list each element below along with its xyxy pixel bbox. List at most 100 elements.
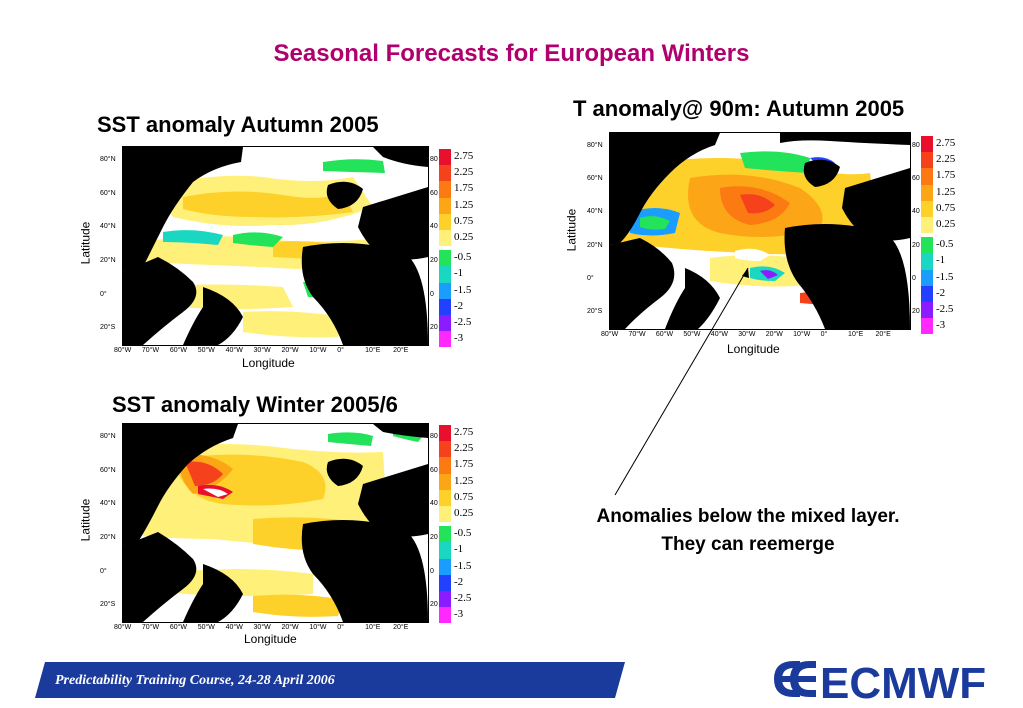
colorbar-label: -2: [454, 299, 464, 312]
lon-tick-label: 10°E: [365, 624, 381, 631]
colorbar-swatch: [921, 269, 933, 286]
colorbar-label: -1.5: [454, 283, 472, 296]
lon-tick-label: 50°W: [197, 624, 215, 631]
lat-tick-label-right: 20: [430, 256, 438, 264]
slide-title: Seasonal Forecasts for European Winters: [273, 40, 750, 67]
lat-tick-label: 20°S: [100, 324, 116, 332]
colorbar-swatch: [921, 168, 933, 185]
lon-tick-label: 20°E: [875, 331, 891, 338]
lat-tick-label: 60°N: [587, 175, 603, 183]
colorbar-label: -2.5: [454, 316, 472, 328]
colorbar-label: -1: [454, 267, 464, 280]
sst-winter-map: [122, 423, 429, 623]
sst-winter-ylabel: Latitude: [78, 498, 93, 542]
ecmwf-logo: ECMWF: [774, 659, 986, 703]
lon-tick-label: 10°E: [848, 331, 864, 338]
lon-tick-label: 70°W: [141, 347, 160, 354]
sst-autumn-map: [122, 146, 429, 346]
lat-tick-label-right: 80: [430, 432, 438, 440]
colorbar-swatch: [439, 250, 451, 267]
colorbar-label: 0.25: [454, 231, 474, 243]
sst-autumn-ylabel: Latitude: [78, 221, 93, 265]
colorbar-swatch: [921, 200, 933, 217]
lon-tick-label: 10°W: [309, 347, 327, 354]
colorbar-swatch: [921, 285, 933, 302]
colorbar-label: 2.75: [454, 150, 474, 162]
lat-tick-label: 20°S: [587, 308, 603, 316]
lat-tick-label: 0°: [100, 290, 107, 298]
lon-tick-label: 70°W: [141, 624, 160, 631]
colorbar-swatch: [439, 331, 451, 348]
colorbar-swatch: [921, 237, 933, 254]
lat-tick-label-right: 20: [430, 324, 438, 332]
colorbar-label: 0.25: [936, 218, 956, 230]
lat-tick-label: 20°N: [100, 256, 116, 264]
lon-tick-label: 60°W: [169, 347, 188, 354]
lon-tick-label: 20°E: [393, 624, 409, 631]
colorbar-label: 2.75: [936, 137, 956, 149]
lat-tick-label: 80°N: [100, 432, 116, 440]
lat-tick-label: 20°S: [100, 601, 116, 609]
colorbar-label: -1.5: [454, 559, 472, 572]
lat-tick-label: 60°N: [100, 466, 116, 474]
colorbar-label: 0.75: [454, 490, 474, 503]
lon-tick-label: 40°W: [710, 331, 728, 338]
colorbar-swatch: [439, 542, 451, 559]
lat-tick-label-right: 80: [430, 155, 438, 163]
colorbar-label: 1.75: [936, 169, 956, 182]
lon-tick-label: 20°E: [393, 347, 409, 354]
lon-tick-label: 10°W: [309, 624, 327, 631]
colorbar-swatch: [439, 473, 451, 490]
colorbar-swatch: [439, 558, 451, 575]
colorbar-label: -0.5: [936, 238, 954, 251]
colorbar-swatch: [921, 318, 933, 335]
lat-tick-label: 20°N: [587, 241, 603, 249]
lon-tick-label: 80°W: [114, 624, 132, 631]
panel-title-t90-autumn: T anomaly@ 90m: Autumn 2005: [573, 96, 905, 121]
colorbar-label: 1.75: [454, 182, 474, 195]
colorbar-label: -0.5: [454, 527, 472, 540]
colorbar-swatch: [439, 165, 451, 182]
colorbar-label: 2.25: [936, 153, 956, 166]
lat-tick-label-right: 60: [912, 175, 920, 183]
lat-tick-label-right: 20: [430, 601, 438, 609]
lon-tick-label: 70°W: [628, 331, 646, 338]
colorbar-label: -1.5: [936, 270, 954, 283]
colorbar-swatch: [439, 607, 451, 624]
colorbar-swatch: [439, 282, 451, 299]
colorbar-swatch: [921, 217, 933, 234]
colorbar-swatch: [439, 425, 451, 442]
panel-title-sst-winter: SST anomaly Winter 2005/6: [112, 392, 398, 417]
lon-tick-label: 30°W: [738, 331, 756, 338]
colorbar-swatch: [439, 315, 451, 332]
colorbar-label: -2: [936, 286, 946, 299]
colorbar-swatch: [921, 152, 933, 169]
colorbar-label: -1: [936, 254, 946, 267]
lat-tick-label-right: 40: [430, 500, 438, 508]
lat-tick-label: 80°N: [100, 155, 116, 163]
lon-tick-label: 50°W: [197, 347, 215, 354]
lon-tick-label: 40°W: [225, 624, 243, 631]
colorbar-label: 1.25: [454, 474, 474, 487]
lon-tick-label: 50°W: [683, 331, 701, 338]
lat-tick-label: 20°N: [100, 533, 116, 541]
lat-tick-label-right: 40: [430, 223, 438, 231]
panel-title-sst-autumn: SST anomaly Autumn 2005: [97, 112, 379, 137]
footer-text: Predictability Training Course, 24-28 Ap…: [55, 673, 335, 688]
colorbar-label: -2.5: [454, 592, 472, 604]
colorbar-label: 2.25: [454, 442, 474, 455]
colorbar-label: 0.75: [936, 201, 956, 214]
lat-tick-label-right: 60: [430, 189, 438, 197]
colorbar-swatch: [921, 184, 933, 201]
lon-tick-label: 0°: [820, 331, 828, 338]
colorbar-label: -2: [454, 575, 464, 588]
colorbar-label: 2.75: [454, 426, 474, 438]
colorbar-label: 0.75: [454, 214, 474, 227]
lat-tick-label-right: 0: [430, 567, 434, 575]
colorbar-label: -3: [936, 319, 946, 332]
colorbar-swatch: [439, 574, 451, 591]
colorbar-swatch: [439, 298, 451, 315]
colorbar-swatch: [439, 197, 451, 214]
lon-tick-label: 0°: [337, 624, 344, 631]
colorbar-label: 2.25: [454, 166, 474, 179]
